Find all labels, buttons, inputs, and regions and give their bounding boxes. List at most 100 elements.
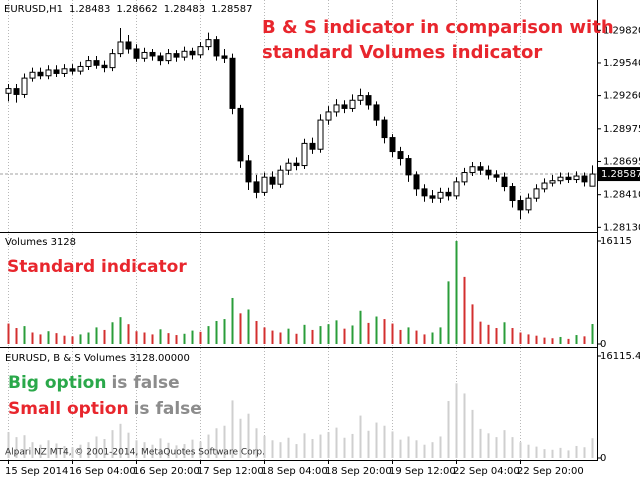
volume-bar — [279, 332, 282, 344]
chart-title: B & S indicator in comparison with — [262, 17, 614, 38]
volume-bar — [423, 334, 426, 344]
volume-bar — [183, 333, 186, 344]
ohlc-high: 1.28662 — [116, 4, 157, 15]
volume-bar — [39, 334, 42, 344]
volume-bar — [351, 433, 354, 458]
ohlc-low: 1.28483 — [164, 4, 205, 15]
candle-body — [405, 158, 412, 176]
volume-bar — [223, 319, 226, 344]
pane-title: EURUSD, B & S Volumes 3128.00000 — [5, 353, 190, 364]
candle-body — [485, 169, 492, 176]
volume-bar — [175, 445, 178, 458]
volume-bar — [63, 445, 66, 458]
volume-bar — [343, 328, 346, 344]
candle-body — [581, 175, 588, 183]
candle-body — [101, 64, 108, 69]
volume-bar — [383, 319, 386, 344]
candle-body — [109, 53, 116, 69]
volume-bar — [271, 440, 274, 458]
x-tick-label: 15 Sep 2014 — [5, 466, 68, 477]
volume-bar — [143, 332, 146, 344]
volume-bar — [191, 330, 194, 344]
volume-bar — [551, 449, 554, 458]
candle-body — [173, 53, 180, 58]
volume-bar — [455, 383, 458, 458]
y-tick-label: 16115.4 — [600, 351, 640, 362]
volume-bar — [311, 329, 314, 344]
ohlc-close: 1.28587 — [211, 4, 252, 15]
option-state: is false — [111, 373, 179, 393]
volume-bar — [175, 335, 178, 344]
candle-body — [293, 162, 300, 167]
volume-bar — [447, 401, 450, 458]
candle-body — [341, 104, 348, 109]
volume-bar — [519, 442, 522, 458]
y-tick-label: 0 — [600, 453, 606, 464]
volume-bar — [71, 447, 74, 458]
candle-body — [437, 191, 444, 199]
volume-bar — [567, 450, 570, 458]
volume-bar — [31, 332, 34, 344]
volume-bar — [575, 445, 578, 458]
volume-bar — [119, 317, 122, 344]
volume-bar — [271, 330, 274, 344]
candle-body — [301, 142, 308, 167]
candle-body — [189, 50, 196, 56]
volume-bar — [575, 335, 578, 344]
candle-body — [269, 176, 276, 185]
x-tick-label: 18 Sep 20:00 — [325, 466, 392, 477]
volume-bar — [79, 334, 82, 344]
candle-body — [245, 160, 252, 183]
candle-body — [317, 119, 324, 150]
volume-bar — [399, 329, 402, 344]
price-tick-label: 1.29820 — [603, 25, 640, 36]
volume-bar — [503, 322, 506, 344]
volume-bar — [263, 327, 266, 344]
candle-body — [61, 68, 68, 74]
volume-bar — [31, 442, 34, 458]
volume-bar — [535, 446, 538, 458]
candle-body — [469, 166, 476, 174]
volume-bar — [135, 440, 138, 458]
candle-body — [429, 195, 436, 199]
volume-bar — [375, 422, 378, 458]
volume-bar — [207, 326, 210, 344]
volume-bar — [127, 324, 130, 344]
volume-bar — [567, 338, 570, 344]
volume-bar — [327, 324, 330, 344]
candle-body — [373, 104, 380, 121]
candle-body — [349, 99, 356, 109]
symbol: EURUSD,H1 — [4, 4, 63, 15]
volume-bar — [199, 441, 202, 458]
volume-bar — [47, 331, 50, 344]
symbol-header: EURUSD,H1 1.28483 1.28662 1.28483 1.28587 — [4, 4, 252, 15]
volume-bar — [423, 444, 426, 458]
volume-bar — [335, 320, 338, 344]
candle-body — [213, 39, 220, 57]
ohlc-open: 1.28483 — [69, 4, 110, 15]
chart-title: standard Volumes indicator — [262, 42, 542, 63]
candle-body — [565, 176, 572, 181]
x-tick-label: 16 Sep 04:00 — [69, 466, 136, 477]
volume-bar — [239, 418, 242, 458]
candle-body — [253, 181, 260, 193]
candle-body — [549, 180, 556, 184]
volume-bar — [79, 444, 82, 458]
volume-bar — [39, 444, 42, 458]
volume-bar — [71, 336, 74, 344]
volume-bar — [295, 333, 298, 344]
candle-body — [445, 191, 452, 197]
volume-bar — [591, 438, 594, 458]
current-price-label: 1.28587 — [601, 169, 640, 180]
volume-bar — [159, 438, 162, 458]
volume-bar — [231, 297, 234, 344]
volume-bar — [391, 431, 394, 458]
candle-body — [533, 188, 540, 199]
volume-bar — [319, 434, 322, 458]
y-tick-label: 0 — [600, 339, 606, 350]
candle-body — [541, 182, 548, 190]
volume-bar — [111, 322, 114, 344]
volume-bar — [479, 428, 482, 458]
candle-body — [413, 174, 420, 190]
candle-body — [141, 51, 148, 59]
